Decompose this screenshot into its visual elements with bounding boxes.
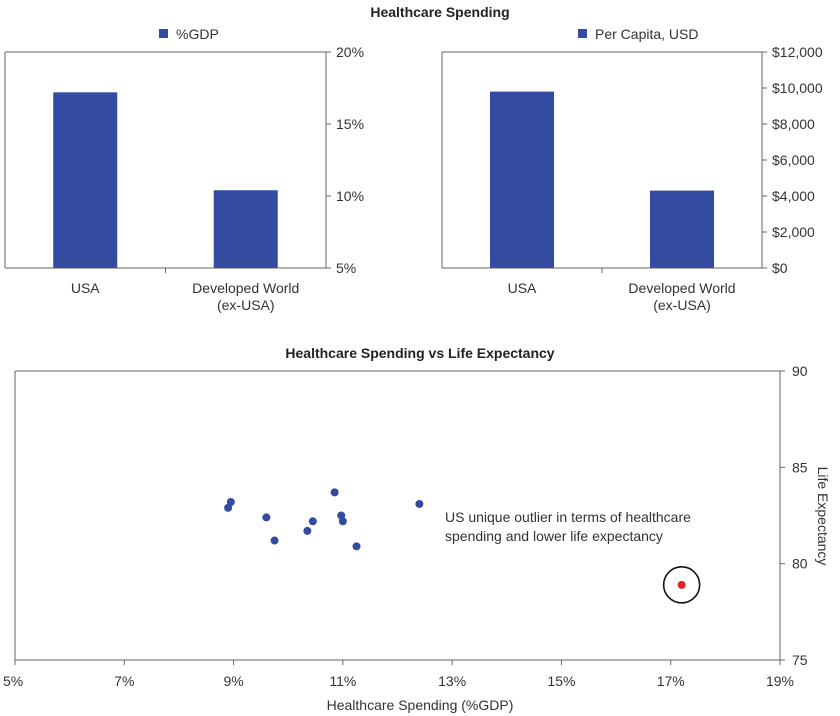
per-capita-ytick-label: $8,000	[772, 116, 815, 132]
per-capita-bar-chart: Per Capita, USD $0 $2,000 $4,000 $6,000 $8,00…	[441, 26, 823, 313]
scatter-ytick-label: 90	[792, 363, 808, 379]
per-capita-ytick-label: $4,000	[772, 188, 815, 204]
scatter-xtick-label: 19%	[766, 673, 794, 689]
scatter-xtick-label: 15%	[547, 673, 575, 689]
gdp-category-label: USA	[71, 280, 100, 296]
gdp-bar	[213, 190, 278, 268]
per-capita-ytick-label: $6,000	[772, 152, 815, 168]
gdp-legend-label: %GDP	[176, 26, 219, 42]
life-expectancy-scatter: Healthcare Spending vs Life Expectancy 5%…	[3, 345, 831, 713]
per-capita-bar	[650, 190, 714, 268]
per-capita-bar	[490, 91, 554, 268]
per-capita-category-label: USA	[508, 280, 537, 296]
outlier-annotation: US unique outlier in terms of healthcare	[445, 509, 691, 525]
per-capita-category-label: (ex-USA)	[653, 297, 711, 313]
scatter-point	[415, 499, 424, 508]
outlier-annotation: spending and lower life expectancy	[445, 528, 663, 544]
outlier-highlight-ring	[662, 566, 701, 604]
gdp-category-label: Developed World	[192, 280, 299, 296]
gdp-category-label: (ex-USA)	[217, 297, 275, 313]
scatter-point	[338, 517, 347, 526]
per-capita-legend-swatch	[578, 29, 587, 38]
scatter-ytick-label: 80	[792, 556, 808, 572]
gdp-ytick-label: 5%	[336, 260, 356, 276]
scatter-xtick-label: 17%	[657, 673, 685, 689]
scatter-point	[270, 536, 279, 545]
per-capita-category-label: Developed World	[628, 280, 735, 296]
scatter-point	[262, 513, 271, 522]
gdp-ytick-label: 15%	[336, 116, 364, 132]
per-capita-ytick-label: $0	[772, 260, 788, 276]
gdp-ytick-label: 20%	[336, 44, 364, 60]
scatter-ytick-label: 75	[792, 652, 808, 668]
per-capita-legend-label: Per Capita, USD	[595, 26, 698, 42]
scatter-point	[330, 488, 339, 497]
per-capita-ytick-label: $2,000	[772, 224, 815, 240]
scatter-xtick-label: 13%	[438, 673, 466, 689]
per-capita-ytick-label: $12,000	[772, 44, 823, 60]
scatter-title: Healthcare Spending vs Life Expectancy	[285, 345, 554, 361]
gdp-bar-chart: %GDP 5% 10% 15% 20% USA Developed World(ex-USA…	[4, 26, 364, 313]
main-title: Healthcare Spending	[370, 4, 509, 20]
scatter-xtick-label: 5%	[3, 673, 23, 689]
gdp-legend-swatch	[159, 29, 168, 38]
scatter-ytick-label: 85	[792, 459, 808, 475]
per-capita-ytick-label: $10,000	[772, 80, 823, 96]
scatter-xtick-label: 11%	[329, 673, 356, 689]
scatter-y-axis-label: Life Expectancy	[815, 467, 831, 566]
gdp-ytick-label: 10%	[336, 188, 364, 204]
scatter-xtick-label: 9%	[223, 673, 243, 689]
gdp-bar	[53, 92, 118, 268]
scatter-point	[352, 542, 361, 551]
scatter-xtick-label: 7%	[114, 673, 134, 689]
usa-outlier-point	[677, 580, 686, 589]
scatter-x-axis-label: Healthcare Spending (%GDP)	[327, 697, 514, 713]
scatter-point	[308, 517, 317, 526]
scatter-point	[224, 503, 233, 512]
scatter-point	[303, 526, 312, 535]
